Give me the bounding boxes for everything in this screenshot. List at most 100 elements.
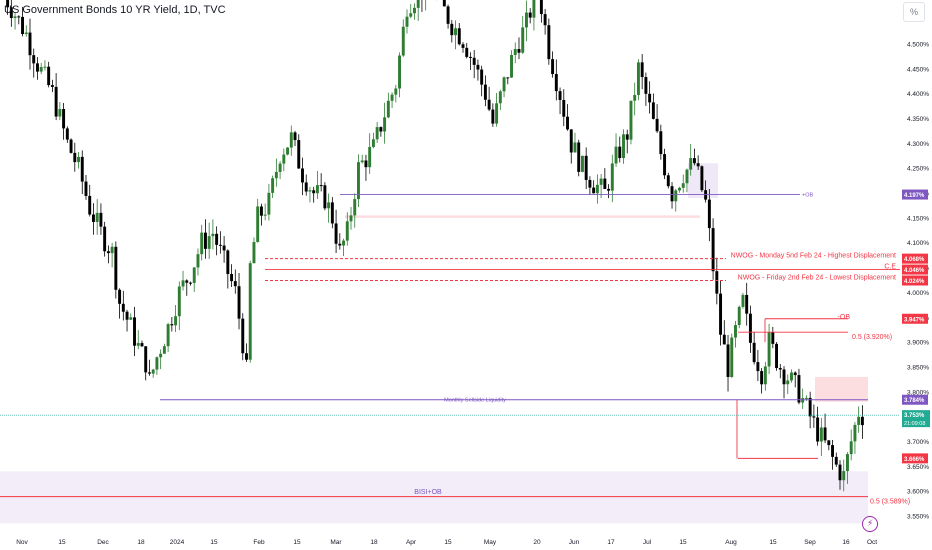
candle	[726, 344, 730, 377]
level-label: 0.5 (3.920%)	[852, 334, 892, 341]
candle	[286, 147, 290, 155]
candle	[263, 214, 267, 216]
candle	[771, 332, 775, 344]
candle	[80, 156, 84, 182]
candle	[289, 132, 293, 148]
candle	[793, 372, 797, 376]
candle	[644, 77, 648, 94]
y-tick-label: 4.400%	[907, 91, 929, 98]
x-tick-label: 15	[58, 539, 66, 546]
x-tick-label: 15	[679, 539, 687, 546]
candle	[162, 346, 166, 354]
candle	[386, 100, 390, 118]
zone-box-2	[345, 215, 700, 218]
candle	[778, 368, 782, 370]
candle	[301, 168, 304, 183]
candle	[674, 190, 678, 202]
candle	[648, 93, 652, 103]
candle	[9, 7, 13, 19]
percent-scale-button[interactable]: %	[903, 2, 925, 22]
lightning-icon[interactable]: ⚡	[862, 516, 878, 532]
candle	[77, 156, 80, 163]
candle	[99, 212, 103, 227]
candle	[457, 28, 461, 45]
candle	[383, 117, 387, 132]
candle	[147, 372, 151, 374]
candle	[233, 281, 237, 287]
y-tick-label: 4.500%	[907, 42, 929, 49]
candle	[468, 56, 472, 58]
x-tick-label: 17	[607, 539, 615, 546]
candle	[607, 188, 611, 191]
level-label: C.E	[884, 264, 896, 271]
level-label: -OB	[838, 314, 851, 321]
y-tick-label: 3.800%	[907, 389, 929, 396]
candle	[539, 0, 543, 15]
candle	[413, 7, 416, 14]
candle	[513, 49, 517, 55]
candle	[812, 416, 816, 418]
candle	[734, 325, 737, 338]
candle	[21, 16, 24, 35]
candle	[226, 250, 230, 275]
candle	[360, 160, 364, 163]
candle	[760, 371, 764, 385]
candle	[442, 0, 446, 7]
candle	[461, 44, 465, 48]
zone-label-bisi-ob: BISI+OB	[414, 489, 442, 496]
candle	[140, 343, 144, 347]
candle	[274, 171, 278, 179]
candle	[614, 146, 618, 164]
x-tick-label: Jul	[643, 539, 652, 546]
candle	[6, 0, 10, 8]
candle	[364, 160, 368, 168]
candle	[345, 221, 349, 241]
candle	[58, 108, 62, 117]
candle	[394, 88, 398, 95]
candle	[857, 416, 861, 425]
candle	[715, 271, 719, 294]
candle	[252, 242, 256, 264]
x-tick-label: 15	[293, 539, 301, 546]
candle	[588, 179, 592, 188]
y-tick-label: 4.300%	[907, 141, 929, 148]
candle	[88, 195, 92, 215]
level-price-tag	[902, 253, 928, 264]
candle	[390, 94, 394, 101]
last-price-value: 3.753%	[904, 413, 925, 419]
candle	[129, 317, 133, 320]
level-price-tag-label: 4.197%	[904, 193, 925, 199]
candle	[405, 16, 409, 27]
candle	[577, 142, 581, 172]
x-tick-label: Dec	[97, 539, 109, 546]
candle	[495, 103, 499, 124]
candle	[379, 127, 383, 132]
candle	[692, 158, 696, 164]
candle	[401, 26, 405, 56]
candle	[622, 134, 625, 159]
candle	[308, 190, 312, 192]
candle	[491, 109, 495, 124]
candle	[666, 175, 670, 187]
candle	[73, 152, 77, 163]
candle	[416, 0, 420, 8]
candle	[834, 456, 838, 465]
candle	[599, 178, 603, 185]
candle	[465, 47, 469, 57]
candle	[524, 12, 528, 28]
y-tick-label: 3.550%	[907, 514, 929, 521]
candle	[483, 84, 487, 100]
candle	[554, 74, 558, 92]
candle	[853, 424, 857, 442]
level-label: NWOG - Monday 5nd Feb 24 - Highest Displ…	[731, 253, 896, 260]
candle	[65, 128, 69, 140]
y-tick-label: 3.850%	[907, 364, 929, 371]
y-tick-label: 4.000%	[907, 290, 929, 297]
candle	[54, 86, 58, 117]
x-tick-label: 15	[210, 539, 218, 546]
candle	[166, 324, 170, 347]
candle	[230, 274, 234, 282]
candle	[241, 318, 245, 354]
candle	[719, 293, 723, 335]
